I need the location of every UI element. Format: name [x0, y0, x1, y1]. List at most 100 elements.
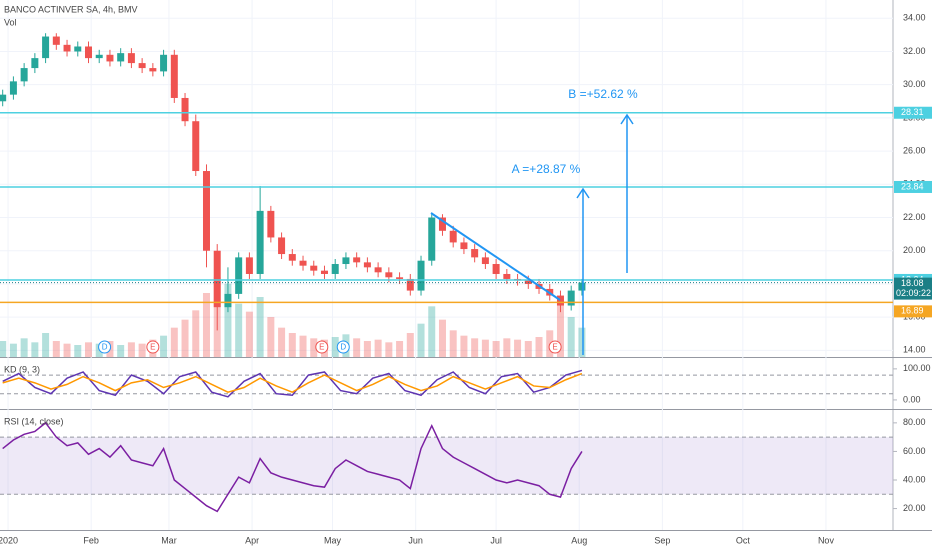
indicator-line — [2, 421, 583, 513]
volume-bar — [224, 283, 232, 357]
event-label: D — [102, 343, 108, 352]
rsi-title: RSI (14, close) — [4, 416, 64, 426]
candle-body — [202, 171, 210, 251]
volume-bar — [385, 342, 393, 357]
candle-body — [428, 217, 436, 261]
candle-body — [170, 54, 178, 98]
event-label: E — [319, 343, 324, 352]
event-marker — [98, 340, 112, 354]
candle-body — [74, 46, 82, 52]
level-label-box — [894, 180, 932, 193]
trend-line — [430, 212, 561, 301]
level-label: 16.89 — [901, 306, 924, 316]
candle-body — [331, 264, 339, 274]
volume-bar — [138, 343, 146, 357]
candle-body — [31, 58, 39, 69]
candle-body — [320, 270, 328, 274]
volume-bar — [202, 293, 210, 357]
volume-bar — [417, 323, 425, 357]
y-tick-label: 14.00 — [903, 345, 926, 355]
candle-body — [299, 260, 307, 266]
volume-bar — [556, 301, 564, 357]
x-tick-label: May — [324, 535, 342, 545]
candle-body — [438, 217, 446, 231]
volume-bar — [288, 333, 296, 357]
candle-body — [267, 210, 275, 238]
indicator-line — [2, 369, 583, 398]
volume-bar — [396, 341, 404, 357]
candle-body — [417, 260, 425, 291]
band-fill — [0, 437, 893, 495]
volume-bar — [9, 343, 17, 357]
level-label: 23.84 — [901, 181, 924, 191]
x-tick-label: Nov — [818, 535, 835, 545]
last-price-label: 18.08 — [901, 278, 924, 288]
candle-body — [213, 250, 221, 308]
volume-bar — [52, 341, 60, 357]
candle-body — [149, 68, 157, 72]
y-tick-label: 0.00 — [903, 394, 921, 404]
countdown-label: 02:09:22 — [896, 288, 931, 298]
last-price-box — [894, 277, 932, 300]
x-tick-label: Jul — [490, 535, 502, 545]
annotation: B =+52.62 % — [568, 87, 638, 101]
candle-body — [95, 54, 103, 59]
candle-body — [42, 36, 50, 59]
x-tick-label: 2020 — [0, 535, 18, 545]
volume-bar — [127, 342, 135, 357]
y-tick-label: 26.00 — [903, 145, 926, 155]
event-label: D — [340, 343, 346, 352]
volume-bar — [428, 306, 436, 357]
volume-bar — [245, 311, 253, 357]
candle-body — [224, 293, 232, 308]
volume-bar — [84, 342, 92, 357]
x-tick-label: Jun — [408, 535, 423, 545]
volume-bar — [310, 338, 318, 357]
volume-bar — [353, 338, 361, 357]
volume-bar — [181, 319, 189, 357]
volume-bar — [449, 330, 457, 357]
volume-bar — [524, 341, 532, 357]
volume-bar — [63, 343, 71, 357]
candle-body — [310, 265, 318, 271]
volume-bar — [471, 338, 479, 357]
candle-body — [567, 290, 575, 306]
candle-body — [192, 121, 200, 172]
candle-body — [235, 257, 243, 294]
volume-bar — [42, 333, 50, 357]
volume-bar — [578, 327, 586, 357]
candle-body — [9, 81, 17, 95]
volume-bar — [363, 341, 371, 357]
event-marker — [548, 340, 562, 354]
volume-bar — [535, 337, 543, 357]
volume-bar — [567, 317, 575, 357]
candle-body — [342, 257, 350, 265]
candle-body — [20, 68, 28, 82]
y-tick-label: 80.00 — [903, 417, 926, 427]
volume-label: Vol — [4, 17, 17, 27]
arrow-a-head — [576, 187, 590, 199]
x-tick-label: Oct — [736, 535, 751, 545]
candle-body — [63, 44, 71, 52]
candle-body — [363, 262, 371, 268]
candle-body — [117, 53, 125, 62]
y-tick-label: 32.00 — [903, 46, 926, 56]
volume-bar — [278, 327, 286, 357]
candle-body — [406, 278, 414, 291]
arrow-b-head — [620, 113, 634, 125]
volume-bar — [374, 339, 382, 357]
volume-bar — [74, 345, 82, 357]
y-tick-label: 20.00 — [903, 245, 926, 255]
x-tick-label: Apr — [245, 535, 259, 545]
candle-body — [374, 267, 382, 273]
volume-bar — [160, 335, 168, 357]
annotation: A =+28.87 % — [512, 162, 581, 176]
candle-body — [288, 254, 296, 261]
level-label-box — [894, 106, 932, 119]
event-marker — [146, 340, 160, 354]
event-marker — [336, 340, 350, 354]
candle-body — [396, 277, 404, 279]
volume-bar — [503, 338, 511, 357]
y-tick-label: 100.00 — [903, 363, 931, 373]
